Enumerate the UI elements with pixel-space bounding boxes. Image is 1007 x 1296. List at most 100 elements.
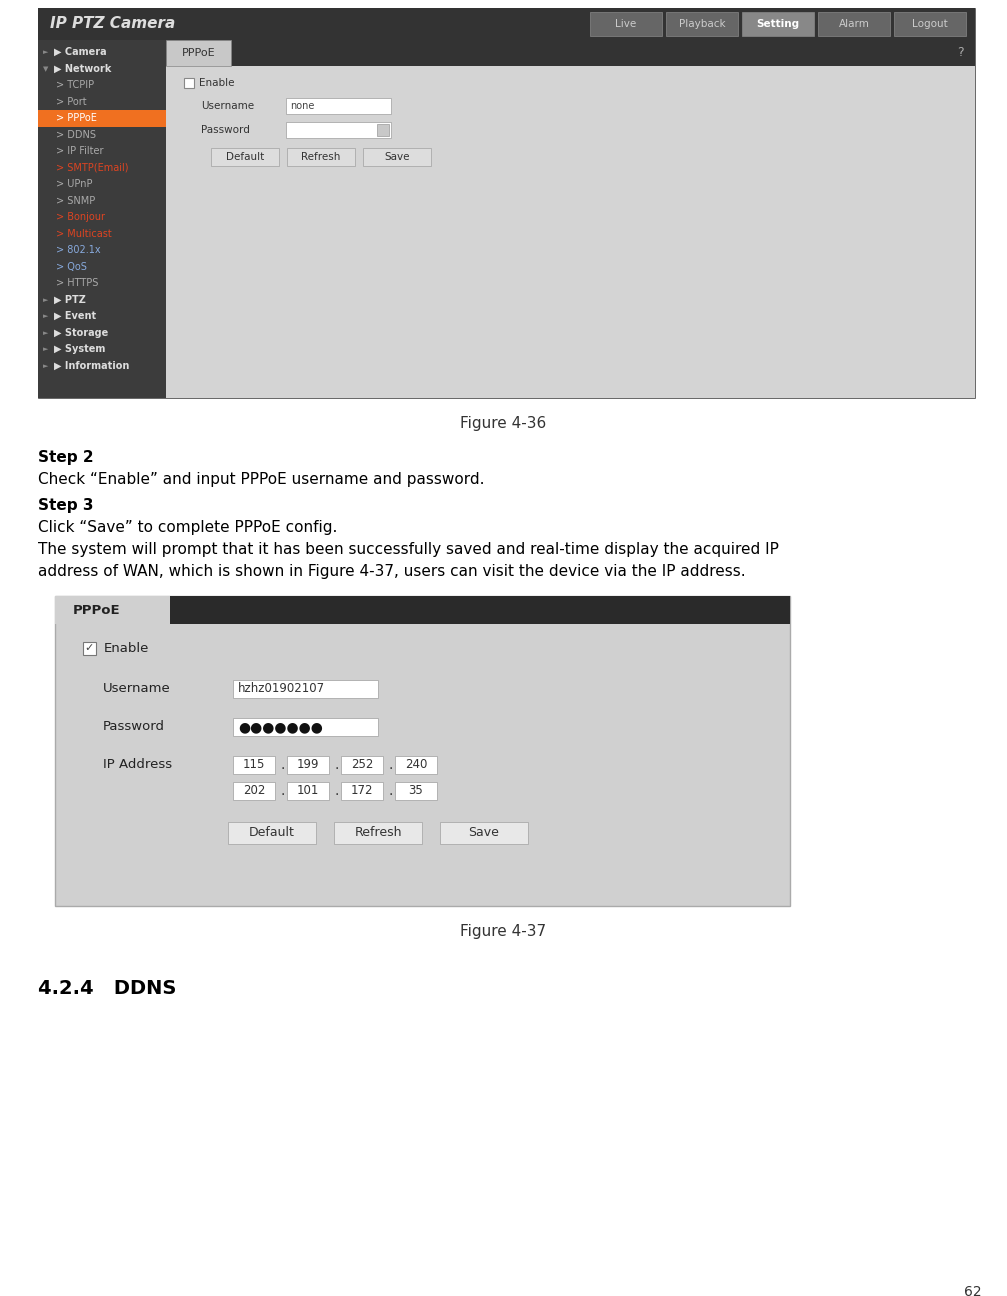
Text: > IP Filter: > IP Filter	[56, 146, 104, 157]
Text: > Port: > Port	[56, 97, 87, 106]
Bar	[184, 78, 194, 88]
Text: ▼: ▼	[43, 66, 48, 71]
Bar	[742, 12, 814, 36]
Bar	[233, 680, 378, 699]
Bar	[83, 642, 96, 654]
Text: ●●●●●●●: ●●●●●●●	[238, 721, 323, 734]
Bar	[55, 596, 170, 623]
Text: Figure 4-37: Figure 4-37	[460, 924, 547, 940]
Text: > Bonjour: > Bonjour	[56, 213, 105, 222]
Bar	[395, 781, 437, 800]
Text: > 802.1x: > 802.1x	[56, 245, 101, 255]
Text: Step 3: Step 3	[38, 498, 94, 513]
Bar	[287, 148, 355, 166]
Bar	[287, 756, 329, 774]
Text: Alarm: Alarm	[839, 19, 869, 29]
Text: > Multicast: > Multicast	[56, 229, 112, 238]
Text: 240: 240	[405, 758, 427, 771]
Bar	[666, 12, 738, 36]
Text: Setting: Setting	[756, 19, 800, 29]
Text: The system will prompt that it has been successfully saved and real-time display: The system will prompt that it has been …	[38, 542, 778, 557]
Text: Enable: Enable	[199, 78, 235, 88]
Text: ▶ Camera: ▶ Camera	[54, 47, 107, 57]
Text: ▶ System: ▶ System	[54, 345, 106, 354]
Bar	[363, 148, 431, 166]
Text: ►: ►	[43, 49, 48, 56]
Text: > PPPoE: > PPPoE	[56, 113, 97, 123]
Text: Default: Default	[226, 152, 264, 162]
Text: ►: ►	[43, 314, 48, 319]
Bar	[286, 98, 391, 114]
Text: address of WAN, which is shown in Figure 4-37, users can visit the device via th: address of WAN, which is shown in Figure…	[38, 564, 745, 579]
Text: Playback: Playback	[679, 19, 725, 29]
Text: ?: ?	[957, 47, 964, 60]
Text: .: .	[281, 784, 285, 798]
Text: ▶ Storage: ▶ Storage	[54, 328, 108, 338]
Text: > SNMP: > SNMP	[56, 196, 96, 206]
Text: 4.2.4   DDNS: 4.2.4 DDNS	[38, 978, 176, 998]
Text: IP Address: IP Address	[103, 758, 172, 771]
Bar	[818, 12, 890, 36]
Bar	[377, 124, 389, 136]
Bar	[341, 781, 383, 800]
Text: > HTTPS: > HTTPS	[56, 279, 99, 288]
Bar	[287, 781, 329, 800]
Text: 115: 115	[243, 758, 265, 771]
Text: ▶ Event: ▶ Event	[54, 311, 96, 321]
Text: Username: Username	[201, 101, 254, 111]
Text: 62: 62	[965, 1286, 982, 1296]
Text: PPPoE: PPPoE	[181, 48, 215, 58]
Bar	[334, 822, 422, 844]
Text: Save: Save	[468, 827, 499, 840]
Bar	[38, 8, 975, 398]
Bar	[166, 66, 975, 398]
Bar	[55, 596, 790, 623]
Text: hzhz01902107: hzhz01902107	[238, 683, 325, 696]
Text: ▶ PTZ: ▶ PTZ	[54, 294, 86, 305]
Text: Check “Enable” and input PPPoE username and password.: Check “Enable” and input PPPoE username …	[38, 472, 484, 487]
Text: 172: 172	[350, 784, 374, 797]
Text: Figure 4-36: Figure 4-36	[460, 416, 547, 432]
Text: Password: Password	[103, 721, 165, 734]
Bar	[38, 110, 166, 127]
Bar	[341, 756, 383, 774]
Bar	[440, 822, 528, 844]
Text: ►: ►	[43, 329, 48, 336]
Bar	[166, 40, 975, 66]
Text: > QoS: > QoS	[56, 262, 87, 272]
Text: 101: 101	[297, 784, 319, 797]
Text: ▶ Information: ▶ Information	[54, 360, 129, 371]
Text: ►: ►	[43, 297, 48, 303]
Bar	[228, 822, 316, 844]
Bar	[166, 40, 231, 66]
Text: .: .	[389, 758, 394, 772]
Text: Enable: Enable	[104, 642, 149, 654]
Text: .: .	[335, 758, 339, 772]
Text: Click “Save” to complete PPPoE config.: Click “Save” to complete PPPoE config.	[38, 520, 337, 535]
Text: Logout: Logout	[912, 19, 948, 29]
Text: Save: Save	[385, 152, 410, 162]
Text: .: .	[389, 784, 394, 798]
Bar	[233, 718, 378, 736]
Text: 202: 202	[243, 784, 265, 797]
Text: Password: Password	[201, 124, 250, 135]
Text: > UPnP: > UPnP	[56, 179, 93, 189]
Text: 252: 252	[350, 758, 374, 771]
Text: Refresh: Refresh	[354, 827, 402, 840]
Bar	[395, 756, 437, 774]
Text: 199: 199	[297, 758, 319, 771]
Text: ►: ►	[43, 363, 48, 369]
Bar	[233, 756, 275, 774]
Bar	[590, 12, 662, 36]
Text: .: .	[281, 758, 285, 772]
Bar	[55, 596, 790, 906]
Text: PPPoE: PPPoE	[73, 604, 121, 617]
Text: 35: 35	[409, 784, 423, 797]
Bar	[233, 781, 275, 800]
Text: none: none	[290, 101, 314, 111]
Text: ✓: ✓	[85, 644, 95, 653]
Text: > DDNS: > DDNS	[56, 130, 96, 140]
Bar	[286, 122, 391, 137]
Text: ►: ►	[43, 346, 48, 353]
Text: > TCPIP: > TCPIP	[56, 80, 94, 91]
